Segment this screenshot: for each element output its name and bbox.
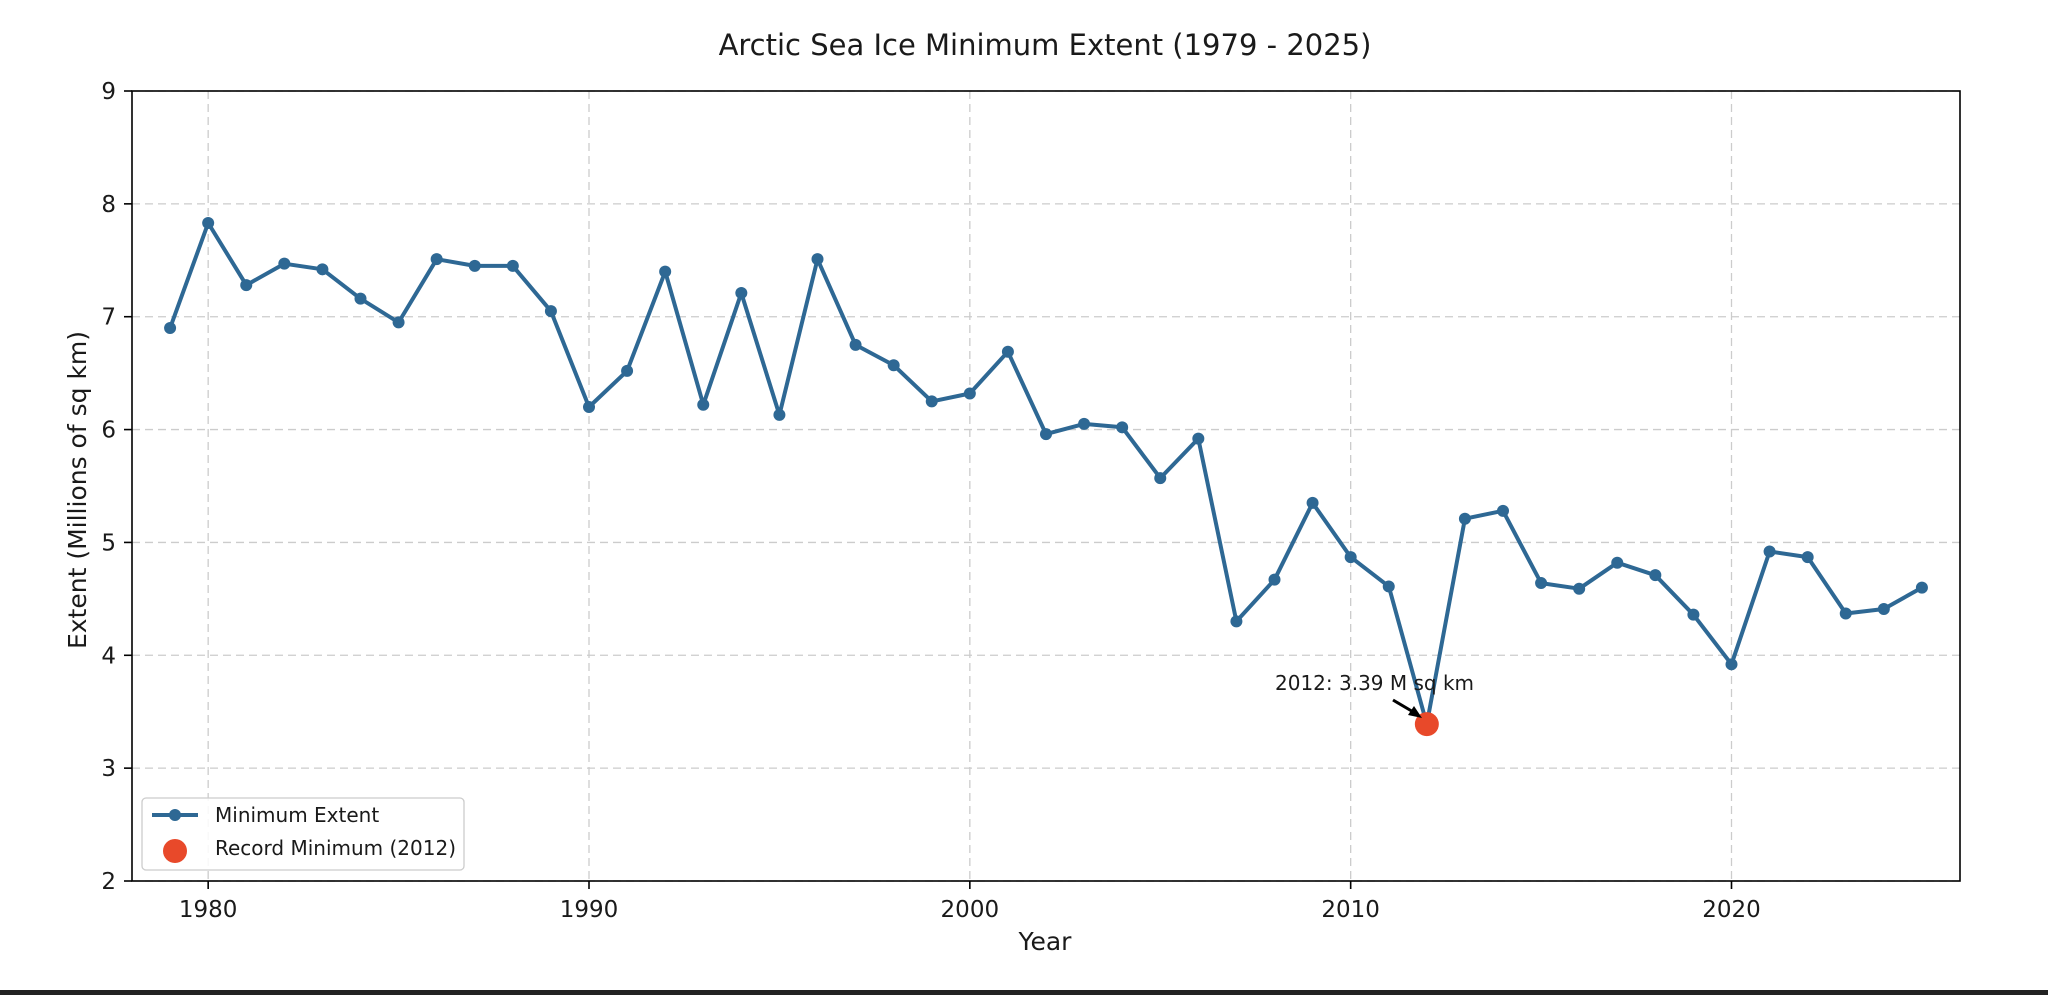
data-point (1116, 421, 1129, 434)
data-point (1497, 504, 1509, 517)
data-point (240, 279, 253, 292)
data-point (925, 395, 938, 408)
data-point (1458, 512, 1471, 525)
data-point (544, 305, 557, 318)
data-point (506, 259, 519, 272)
data-point (1649, 569, 1662, 582)
data-point (468, 259, 481, 272)
y-tick-label: 5 (101, 530, 116, 556)
plot-frame (131, 90, 1961, 882)
data-point (278, 257, 291, 270)
x-tick-label: 2010 (1321, 897, 1380, 923)
data-point (316, 263, 329, 276)
data-point (1839, 607, 1852, 620)
data-point (1192, 432, 1205, 445)
y-tick-label: 2 (101, 869, 116, 895)
data-point (1344, 551, 1357, 564)
data-point (430, 253, 443, 266)
data-point (583, 401, 595, 413)
axis-ticks: 2 3 4 5 6 7 8 9 1980 1990 2000 2010 2020 (101, 79, 1760, 923)
data-point (1915, 581, 1928, 594)
series-layer (164, 217, 1928, 737)
data-point (849, 338, 862, 351)
legend-label-minimum-extent: Minimum Extent (215, 803, 379, 827)
data-point (1268, 573, 1281, 586)
legend: Minimum Extent Record Minimum (2012) (141, 797, 465, 871)
y-tick-label: 3 (101, 756, 116, 782)
data-point (1230, 615, 1243, 628)
x-tick-label: 1990 (560, 897, 619, 923)
data-point (1001, 345, 1014, 358)
data-point (1801, 551, 1814, 564)
data-point (1877, 603, 1890, 616)
data-point (697, 398, 710, 411)
grid (132, 90, 1960, 882)
data-point (1306, 496, 1319, 509)
data-point (1763, 545, 1776, 558)
data-point (963, 387, 976, 400)
data-point (1382, 580, 1395, 593)
annotation-label: 2012: 3.39 M sq km (1275, 671, 1474, 695)
legend-line-marker (169, 809, 181, 821)
data-point (1725, 658, 1738, 671)
x-tick-label: 2000 (941, 897, 1000, 923)
y-tick-label: 6 (101, 418, 116, 444)
bottom-border (0, 990, 2048, 995)
data-point (773, 408, 786, 421)
data-point (164, 322, 177, 334)
y-axis-label: Extent (Millions of sq km) (63, 331, 92, 649)
data-point (1535, 577, 1548, 590)
data-point (735, 287, 748, 300)
data-point (1078, 417, 1091, 430)
data-point (887, 359, 900, 372)
legend-label-record-minimum: Record Minimum (2012) (215, 836, 456, 860)
chart-title: Arctic Sea Ice Minimum Extent (1979 - 20… (719, 28, 1372, 62)
y-tick-label: 8 (101, 192, 116, 218)
data-point (659, 265, 672, 278)
y-tick-label: 9 (101, 79, 116, 105)
data-point (621, 364, 634, 377)
record-annotation: 2012: 3.39 M sq km (1275, 671, 1474, 718)
data-point (1040, 428, 1052, 441)
legend-record-marker (163, 839, 187, 863)
data-point (1687, 608, 1700, 621)
data-point (1611, 556, 1624, 569)
x-tick-label: 2020 (1702, 897, 1761, 923)
data-point (1154, 472, 1167, 485)
data-point (392, 316, 405, 329)
data-point (202, 217, 215, 230)
y-tick-label: 4 (101, 643, 116, 669)
series-line-minimum-extent (168, 221, 1924, 727)
x-tick-label: 1980 (179, 897, 238, 923)
x-axis-label: Year (1018, 927, 1073, 956)
legend-box (141, 797, 465, 871)
data-point (354, 292, 367, 305)
record-minimum-point (1414, 712, 1439, 737)
annotation-arrow-head (1408, 706, 1422, 718)
y-tick-label: 7 (101, 305, 116, 331)
data-point (811, 253, 824, 266)
data-point (1573, 582, 1586, 595)
